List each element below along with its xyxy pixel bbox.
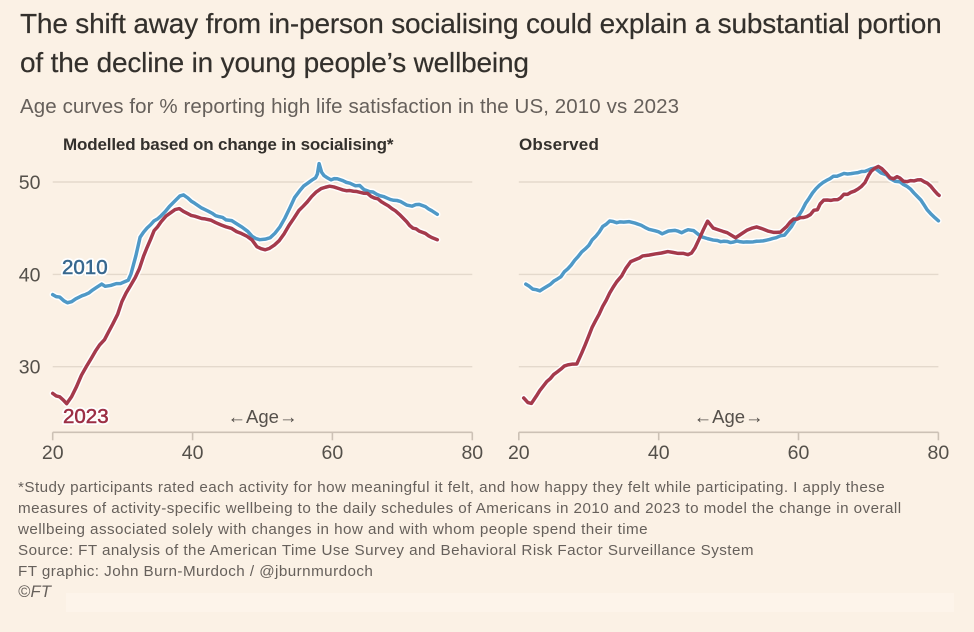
svg-text:40: 40 [182,442,204,464]
svg-text:20: 20 [42,442,64,464]
svg-text:2010: 2010 [62,256,108,279]
svg-text:←Age→: ←Age→ [694,406,764,427]
svg-text:2023: 2023 [63,405,109,428]
svg-text:30: 30 [19,357,41,379]
svg-text:2010: 2010 [62,256,108,279]
svg-text:40: 40 [19,264,41,286]
svg-text:80: 80 [928,442,950,464]
svg-text:80: 80 [461,442,483,464]
svg-text:60: 60 [788,442,810,464]
svg-text:60: 60 [322,442,344,464]
svg-text:40: 40 [648,442,670,464]
svg-text:←Age→: ←Age→ [228,406,298,427]
svg-text:2023: 2023 [63,405,109,428]
svg-text:50: 50 [19,172,41,194]
svg-text:20: 20 [508,442,530,464]
